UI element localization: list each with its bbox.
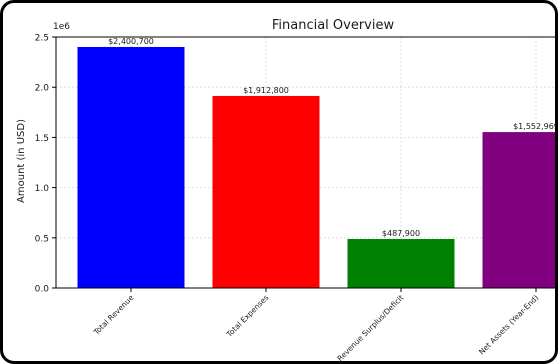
bar-chart: 0.0 0.5 1.0 1.5 2.0 2.5 $2,400,700 Total Revenu… [16,18,558,363]
bar [212,95,320,288]
x-tick-label: Total Revenue [91,293,136,338]
y-tick-label: 2.5 [35,34,49,44]
data-label: $1,552,969 [513,122,558,131]
y-tick-label: 2.0 [35,84,50,94]
bar [77,46,185,288]
y-tick-label: 0.5 [35,234,49,244]
x-tick-label: Net Assets (Year-End) [477,293,540,356]
bar [347,239,455,288]
x-tick-label: Total Expenses [224,293,270,339]
data-label: $487,900 [382,229,420,238]
data-label: $2,400,700 [108,37,154,46]
bar [482,132,555,288]
x-tick-label: Revenue Surplus/Deficit [335,293,405,363]
data-label: $1,912,800 [243,86,289,95]
y-tick-label: 0.0 [35,285,50,295]
y-tick-label: 1.5 [35,134,49,144]
chart-title: Financial Overview [272,18,395,33]
y-tick-label: 1.0 [35,184,50,194]
y-axis-offset-label: 1e6 [53,22,70,32]
y-axis-label: Amount (in USD) [16,119,27,203]
